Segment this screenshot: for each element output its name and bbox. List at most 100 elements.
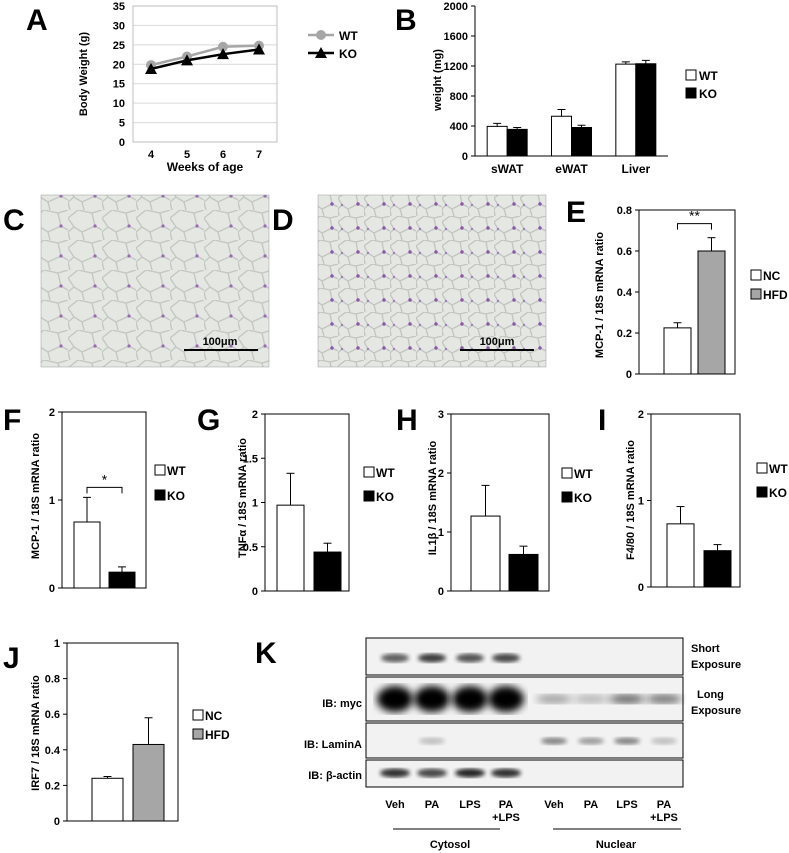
f-bar-ko [108,571,136,589]
b-category-label: sWAT [491,162,524,176]
wb-lane-label: LPS [459,799,480,811]
b-ytick-label: 400 [450,121,468,133]
f-significance-bracket [86,486,123,494]
e-significance-bracket [677,223,712,230]
e-legend-nc: NC [763,269,781,283]
chart-a: 0 5 10 15 20 25 30 35 4 5 6 7 Body Weight (g) Week… [78,1,358,174]
wb-band-long [646,694,682,704]
histology-c-scale: 100μm [203,336,238,348]
h-legend-wt: WT [574,467,593,481]
f-ytick-label: 2 [49,407,55,419]
b-y-axis-label: weight (mg) [432,49,444,112]
wb-band-lamin [541,737,567,745]
j-ytick-label: 1 [54,638,60,650]
a-legend-ko: KO [339,47,357,61]
j-bar-hfd [132,743,165,822]
i-ytick-label: 0 [638,582,644,594]
h-y-axis-label: IL1β / 18S mRNA ratio [427,440,439,555]
i-legend: WT KO [756,462,788,500]
wb-lane-label: PA [425,799,440,811]
e-legend-hfd: HFD [763,288,788,302]
histology-c: 100μm [40,194,270,368]
i-legend-ko: KO [769,486,787,500]
g-ytick-label: 1 [252,498,258,510]
panel-label-j: J [3,642,20,675]
a-series-line-wt [150,44,260,67]
j-ytick-label: 0 [54,816,60,828]
a-xtick-label: 4 [148,149,155,161]
b-category-label: Liver [621,162,650,176]
i-ytick-label: 1 [638,496,644,508]
wb-band-lamin [651,737,677,745]
b-bar-wt [551,115,572,157]
panel-label-d: D [272,204,294,237]
b-legend: WT KO [685,69,718,101]
wb-band-long [452,686,488,712]
histology-d: 100μm [317,194,547,368]
panel-label-i: I [598,404,606,437]
e-ytick-label: 0.2 [617,328,632,340]
wb-lane-label-2: +LPS [650,812,678,824]
b-bar-wt [486,125,508,157]
e-ytick-label: 0.8 [617,205,632,217]
e-y-axis-label: MCP-1 / 18S mRNA ratio [594,232,606,358]
chart-j: 0 0.2 0.4 0.6 0.8 1 IRF7 / 18S mRNA ratio NC … [30,638,230,828]
chart-e: 0 0.2 0.4 0.6 0.8 ** MCP-1 / 18S mRNA ratio N… [594,205,788,381]
a-xtick-label: 6 [220,149,226,161]
wb-band-lamin [578,737,604,745]
e-ytick-label: 0 [626,369,632,381]
e-significance-label: ** [689,208,700,224]
wb-lane-label: Veh [544,799,564,811]
wb-band-long [609,694,645,704]
b-legend-wt: WT [699,69,718,83]
a-y-axis-label: Body Weight (g) [78,32,90,116]
a-xtick-label: 5 [184,149,190,161]
wb-band-actin [380,768,410,778]
a-ytick-label: 30 [113,20,125,32]
f-y-axis-label: MCP-1 / 18S mRNA ratio [30,433,42,559]
g-ytick-label: 0 [252,586,258,598]
panel-label-c: C [3,204,25,237]
panel-label-a: A [26,4,48,37]
wb-band-actin [417,768,447,778]
i-bar-wt [666,523,695,588]
wb-lane-label: LPS [616,799,637,811]
chart-b: 0 400 800 1200 1600 2000 sWAT eWAT Liver weight… [432,1,718,176]
panel-label-g: G [197,404,220,437]
e-ytick-label: 0.6 [617,246,632,258]
panel-label-e: E [566,196,586,229]
wb-right-short-2: Exposure [691,659,741,671]
j-bar-nc [91,777,124,822]
g-bar-ko [313,551,342,592]
wb-band-lamin [419,737,445,745]
wb-band-long [377,686,413,712]
g-ytick-label: 1.5 [243,453,258,465]
wb-band-short [492,653,520,663]
j-ytick-label: 0.4 [45,745,61,757]
j-ytick-label: 0.2 [45,780,60,792]
h-bar-ko [508,553,539,592]
wb-band-short [456,653,484,663]
wb-band-actin [455,768,485,778]
chart-h: 0 1 2 3 IL1β / 18S mRNA ratio WT KO [427,409,593,598]
wb-band-actin [491,768,521,778]
wb-band-long [573,694,609,704]
f-significance-label: * [102,471,108,487]
f-ytick-label: 1 [49,495,55,507]
a-ytick-label: 20 [113,59,125,71]
wb-lane-label: PA [584,799,599,811]
wb-band-lamin [614,737,640,745]
b-bar-ko [635,63,657,157]
h-ytick-label: 2 [438,468,444,480]
j-legend-nc: NC [205,709,223,723]
j-y-axis-label: IRF7 / 18S mRNA ratio [30,675,42,791]
f-bar-wt [73,521,101,589]
histology-d-scale: 100μm [480,336,515,348]
h-ytick-label: 1 [438,527,444,539]
wb-right-short-1: Short [691,643,720,655]
a-legend: WT KO [308,29,358,61]
a-xtick-label: 7 [256,149,262,161]
wb-lane-label: PA [657,799,672,811]
a-x-axis-label: Weeks of age [167,160,244,174]
